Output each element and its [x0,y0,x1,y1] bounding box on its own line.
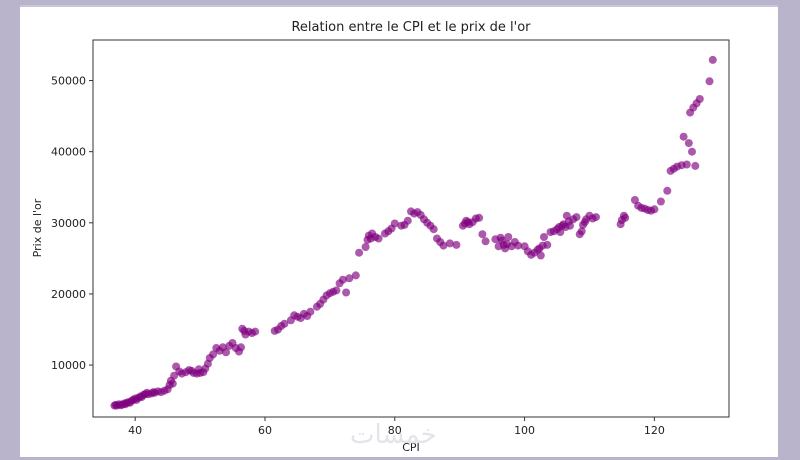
data-point [355,248,364,257]
x-tick-label: 60 [258,424,272,437]
data-point [514,241,523,250]
data-point [280,319,289,328]
data-point [306,307,315,316]
data-point [209,350,218,359]
data-point [695,95,704,103]
data-point [478,230,487,239]
data-point [621,213,630,222]
data-point [577,227,586,236]
data-point [351,271,360,280]
x-axis-label: CPI [402,441,420,454]
data-point [445,239,454,248]
x-tick-label: 100 [514,424,535,437]
data-point [540,233,548,241]
data-point [429,225,438,234]
data-points [110,55,717,410]
data-point [504,233,513,241]
chart-title: Relation entre le CPI et le prix de l'or [291,20,531,35]
data-point [543,240,552,249]
y-tick-label: 50000 [51,75,86,88]
watermark-logo: خمسات [350,420,437,450]
data-point [251,327,260,336]
data-point [452,240,461,249]
data-point [481,237,490,246]
y-tick-label: 40000 [51,146,86,159]
x-tick-label: 40 [128,424,142,437]
data-point [682,160,691,169]
y-tick-label: 20000 [51,288,86,301]
data-point [556,228,565,237]
y-axis-label: Prix de l'or [31,198,44,257]
data-point [390,219,399,228]
data-point [403,216,412,225]
data-point [536,251,545,260]
data-point [705,77,714,86]
data-point [338,275,347,284]
y-axis-ticks: 10000 20000 30000 40000 50000 [51,75,93,372]
data-point [342,288,351,297]
data-point [656,197,665,206]
figure-top-border [20,5,778,7]
data-point [237,343,245,352]
data-point [684,139,693,148]
data-point [688,147,696,156]
data-point [663,186,672,195]
data-point [374,234,383,243]
x-tick-label: 80 [388,424,402,437]
data-point [679,132,688,141]
data-point [439,241,448,250]
data-point [222,348,230,357]
data-point [332,286,341,295]
data-point [708,55,717,64]
data-point [572,213,581,222]
x-tick-label: 120 [644,424,665,437]
data-point [592,213,600,222]
data-point [650,205,659,214]
data-point [566,221,574,230]
data-point [168,379,177,388]
plot-area [92,39,730,418]
data-point [345,274,354,283]
x-axis-ticks: 40 60 80 100 120 [128,417,665,437]
data-point [361,243,370,251]
data-point [691,161,700,170]
y-tick-label: 30000 [51,217,86,230]
y-tick-label: 10000 [51,359,86,372]
data-point [475,213,484,222]
